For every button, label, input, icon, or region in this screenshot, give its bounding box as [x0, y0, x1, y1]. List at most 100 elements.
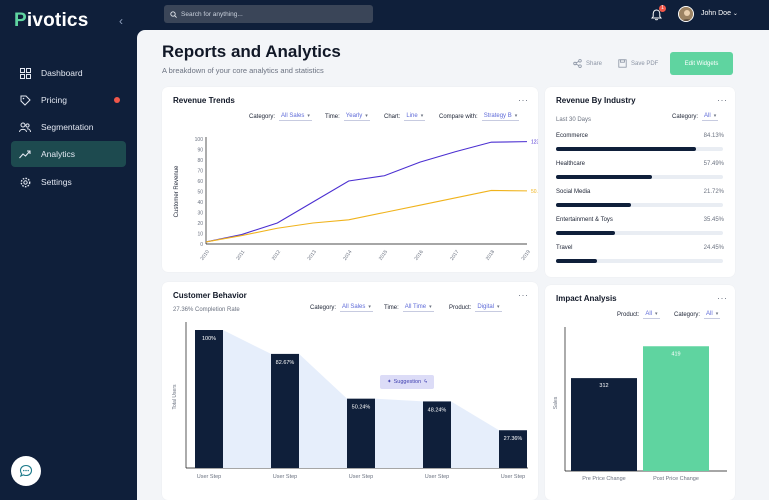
y-tick-label: 50	[197, 190, 203, 196]
time-filter[interactable]: Time: Yearly ▾	[325, 113, 370, 121]
funnel-bar	[347, 398, 375, 468]
impact-bar	[571, 378, 637, 471]
industry-progress-fill	[556, 259, 597, 263]
industry-progress-bar	[556, 231, 723, 235]
x-tick-label: Pre Price Change	[582, 476, 625, 482]
bell-icon[interactable]	[650, 8, 663, 26]
x-tick-label: 2019	[521, 249, 532, 262]
search-icon	[170, 10, 177, 18]
more-options-icon[interactable]: ···	[717, 293, 728, 303]
industry-progress-bar	[556, 175, 723, 179]
compare-filter[interactable]: Compare with: Strategy B ▾	[439, 113, 520, 121]
x-tick-label: 2015	[378, 249, 389, 262]
sidebar-item-analytics[interactable]: Analytics	[11, 141, 126, 167]
page-subtitle: A breakdown of your core analytics and s…	[162, 66, 324, 75]
more-options-icon[interactable]: ···	[518, 95, 529, 105]
funnel-bar	[195, 330, 223, 468]
chevron-down-icon: ▾	[655, 311, 658, 317]
search-placeholder: Search for anything...	[181, 10, 243, 18]
share-button[interactable]: Share	[573, 59, 602, 68]
bar-value-label: 82.67%	[276, 360, 295, 366]
bar-value-label: 419	[671, 351, 680, 357]
search-input[interactable]: Search for anything...	[164, 5, 373, 23]
x-tick-label: User Step	[197, 474, 221, 480]
category-filter[interactable]: Category: All Sales ▾	[310, 304, 373, 312]
x-tick-label: User Step	[425, 474, 449, 480]
y-tick-label: 20	[197, 221, 203, 227]
app-logo[interactable]: Pivotics	[14, 10, 89, 31]
edit-widgets-button[interactable]: Edit Widgets	[670, 52, 733, 75]
industry-progress-fill	[556, 175, 652, 179]
user-menu[interactable]: John Doe ⌄	[701, 10, 738, 17]
x-tick-label: 2011	[235, 249, 246, 261]
y-tick-label: 70	[197, 169, 203, 175]
sparkle-icon: ✦	[387, 379, 392, 385]
sidebar-item-label: Settings	[41, 177, 72, 187]
chevron-down-icon: ▾	[713, 113, 717, 119]
avatar[interactable]	[678, 6, 694, 22]
sidebar-item-pricing[interactable]: Pricing	[11, 87, 126, 113]
period-label: Last 30 Days	[556, 117, 592, 123]
page-title: Reports and Analytics	[162, 42, 341, 61]
chevron-down-icon: ▾	[715, 311, 719, 317]
product-filter[interactable]: Product: All ▾	[617, 311, 660, 319]
gear-icon	[19, 176, 31, 188]
notification-dot	[114, 97, 120, 103]
x-tick-label: User Step	[501, 474, 525, 480]
y-tick-label: 30	[197, 211, 203, 217]
chart-type-filter[interactable]: Chart: Line ▾	[384, 113, 426, 121]
trend-icon	[19, 148, 31, 160]
more-options-icon[interactable]: ···	[518, 290, 529, 300]
sidebar-item-dashboard[interactable]: Dashboard	[11, 60, 126, 86]
more-options-icon[interactable]: ···	[717, 95, 728, 105]
category-filter[interactable]: Category: All ▾	[672, 113, 719, 121]
time-filter[interactable]: Time: All Time ▾	[384, 304, 434, 312]
industry-label: Healthcare	[556, 161, 586, 167]
chevron-down-icon: ▾	[365, 113, 368, 119]
chevron-down-icon: ▾	[497, 304, 500, 310]
y-tick-label: 10	[197, 232, 203, 238]
suggestion-button[interactable]: ✦ Suggestion ϟ	[380, 375, 435, 389]
sidebar-item-label: Analytics	[41, 149, 76, 159]
industry-progress-fill	[556, 231, 616, 235]
category-filter[interactable]: Category: All Sales ▾	[249, 113, 312, 121]
series-end-label: 50.6	[531, 189, 538, 195]
main-content: Reports and Analytics A breakdown of you…	[137, 30, 769, 500]
card-title: Customer Behavior	[173, 291, 247, 300]
product-filter[interactable]: Product: Digital ▾	[449, 304, 502, 312]
y-tick-label: 100	[195, 137, 204, 143]
impact-bar	[643, 346, 709, 471]
customer-behavior-chart: Total Users 100% User Step 82.67% User Step 5…	[172, 322, 528, 480]
y-tick-label: 90	[197, 148, 203, 154]
category-filter[interactable]: Category: All ▾	[674, 311, 721, 319]
revenue-trends-card: Revenue Trends ··· Category: All Sales ▾ …	[162, 87, 538, 272]
industry-value: 21.72%	[703, 189, 724, 195]
sidebar-item-settings[interactable]: Settings	[11, 169, 126, 195]
impact-analysis-chart: Sales 312 Pre Price Change 419 Post Price Ch…	[553, 327, 727, 482]
chevron-down-icon: ▾	[307, 113, 310, 119]
sidebar-item-label: Dashboard	[41, 68, 83, 78]
x-tick-label: Post Price Change	[653, 476, 699, 482]
sidebar-item-segmentation[interactable]: Segmentation	[11, 114, 126, 140]
industry-progress-bar	[556, 259, 723, 263]
y-axis-label: Customer Revenue	[174, 165, 180, 217]
y-axis-label: Sales	[553, 396, 559, 409]
industry-progress-fill	[556, 203, 632, 207]
card-title: Impact Analysis	[556, 294, 617, 303]
industry-label: Entertainment & Toys	[556, 217, 613, 223]
x-tick-label: 2016	[414, 249, 425, 262]
industry-label: Social Media	[556, 189, 591, 195]
industry-label: Travel	[556, 245, 573, 251]
chat-icon	[19, 464, 33, 478]
share-icon	[573, 59, 582, 68]
completion-rate: 27.36% Completion Rate	[173, 307, 240, 313]
sidebar-item-label: Pricing	[41, 95, 67, 105]
y-tick-label: 0	[200, 242, 203, 248]
impact-analysis-card: Impact Analysis ··· Product: All ▾ Catego…	[545, 285, 735, 500]
collapse-sidebar-icon[interactable]: ‹	[119, 14, 123, 28]
series-line-2	[205, 189, 528, 243]
save-pdf-button[interactable]: Save PDF	[618, 59, 658, 68]
save-icon	[618, 59, 627, 68]
chat-button[interactable]	[11, 456, 41, 486]
